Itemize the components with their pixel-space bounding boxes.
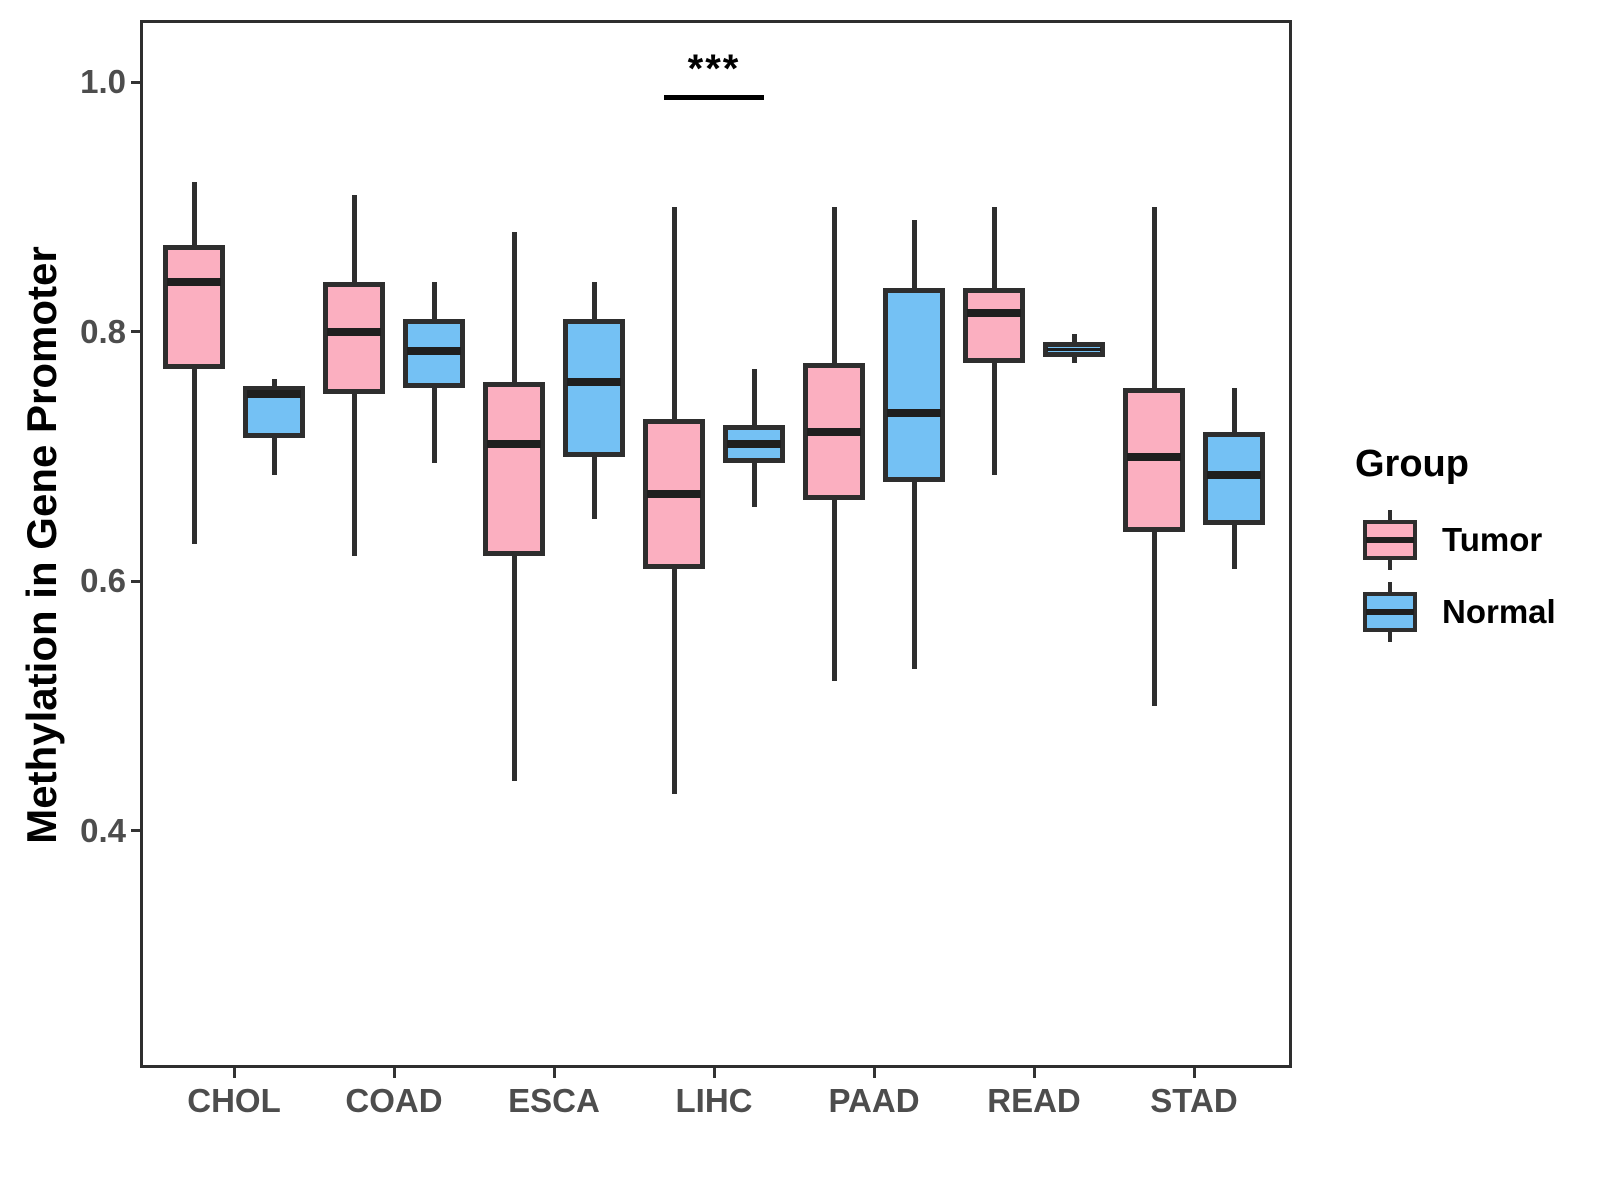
median-tumor-STAD bbox=[1127, 452, 1181, 461]
x-tick-mark bbox=[1192, 1068, 1196, 1078]
median-tumor-COAD bbox=[327, 327, 381, 336]
plot-panel bbox=[140, 20, 1292, 1068]
y-tick-mark bbox=[131, 829, 140, 833]
y-tick-mark bbox=[131, 579, 140, 583]
y-tick-label: 0.8 bbox=[80, 312, 126, 350]
x-category-label: CHOL bbox=[187, 1082, 281, 1119]
legend-entry-label: Normal bbox=[1442, 593, 1556, 630]
legend-entry-tumor: Tumor bbox=[1330, 508, 1590, 572]
y-tick-label: 0.4 bbox=[80, 811, 126, 849]
median-normal-PAAD bbox=[887, 409, 941, 417]
x-category-label: READ bbox=[987, 1082, 1081, 1119]
median-tumor-ESCA bbox=[487, 440, 541, 449]
x-tick-mark bbox=[552, 1068, 556, 1078]
x-tick-mark bbox=[232, 1068, 236, 1078]
median-tumor-CHOL bbox=[167, 278, 221, 286]
y-tick-mark bbox=[131, 80, 140, 84]
median-normal-STAD bbox=[1207, 471, 1261, 480]
box-tumor-CHOL bbox=[163, 244, 225, 370]
legend-glyph-median bbox=[1366, 537, 1414, 543]
median-tumor-PAAD bbox=[807, 427, 861, 436]
x-category-label: PAAD bbox=[828, 1082, 920, 1119]
x-tick-mark bbox=[872, 1068, 876, 1078]
box-normal-ESCA bbox=[563, 319, 625, 457]
median-tumor-READ bbox=[967, 309, 1021, 318]
x-tick-mark bbox=[392, 1068, 396, 1078]
median-normal-CHOL bbox=[247, 390, 301, 399]
box-tumor-READ bbox=[963, 288, 1025, 364]
legend-title: Group bbox=[1355, 443, 1469, 485]
y-tick-label: 0.6 bbox=[80, 562, 126, 600]
median-normal-ESCA bbox=[567, 377, 621, 386]
y-tick-label: 1.0 bbox=[80, 63, 126, 101]
median-normal-READ bbox=[1047, 347, 1101, 351]
y-tick-mark bbox=[131, 330, 140, 334]
median-normal-LIHC bbox=[727, 440, 781, 449]
x-tick-mark bbox=[712, 1068, 716, 1078]
legend: Group Tumor Normal bbox=[1330, 438, 1590, 658]
x-category-label: ESCA bbox=[508, 1082, 600, 1119]
x-tick-mark bbox=[1032, 1068, 1036, 1078]
x-category-label: STAD bbox=[1150, 1082, 1238, 1119]
x-category-label: LIHC bbox=[675, 1082, 753, 1119]
significance-bar bbox=[664, 94, 764, 100]
legend-glyph-median bbox=[1366, 609, 1414, 615]
legend-entry-label: Tumor bbox=[1442, 521, 1543, 558]
legend-entries: Tumor Normal bbox=[1330, 438, 1590, 658]
box-tumor-COAD bbox=[323, 282, 385, 395]
median-normal-COAD bbox=[407, 346, 461, 355]
box-normal-PAAD bbox=[883, 288, 945, 482]
legend-entry-normal: Normal bbox=[1330, 580, 1590, 644]
median-tumor-LIHC bbox=[647, 490, 701, 499]
box-tumor-ESCA bbox=[483, 381, 545, 557]
significance-stars: *** bbox=[687, 46, 741, 91]
x-category-label: COAD bbox=[345, 1082, 443, 1119]
